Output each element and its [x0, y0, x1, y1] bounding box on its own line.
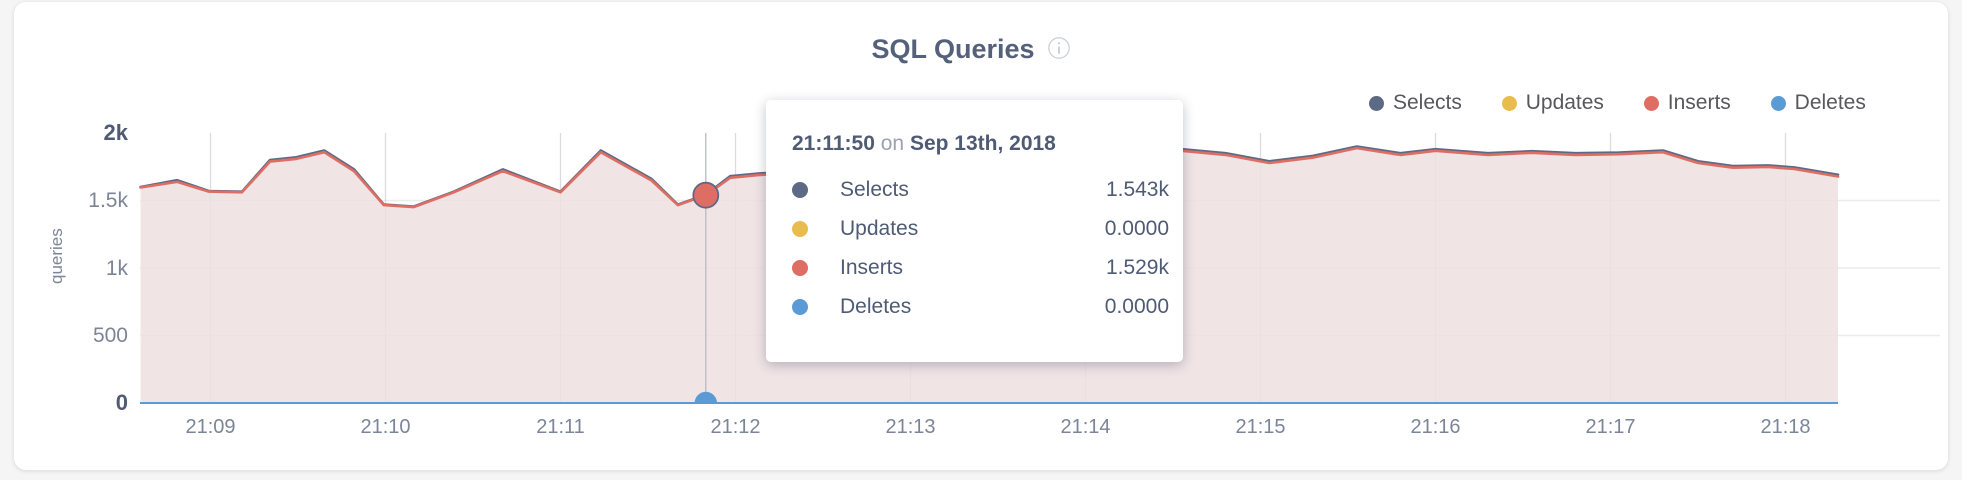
svg-text:21:14: 21:14	[1060, 416, 1110, 438]
svg-text:21:13: 21:13	[885, 416, 935, 438]
svg-text:21:16: 21:16	[1410, 416, 1460, 438]
svg-text:21:11: 21:11	[536, 416, 585, 438]
svg-text:21:09: 21:09	[185, 416, 235, 438]
svg-text:21:15: 21:15	[1235, 416, 1285, 438]
svg-text:21:18: 21:18	[1760, 416, 1810, 438]
svg-text:21:10: 21:10	[360, 416, 410, 438]
svg-text:1k: 1k	[106, 257, 129, 280]
svg-text:21:12: 21:12	[710, 416, 760, 438]
svg-text:500: 500	[93, 324, 128, 347]
svg-text:0: 0	[116, 390, 128, 415]
svg-text:2k: 2k	[104, 120, 129, 145]
svg-text:1.5k: 1.5k	[88, 189, 128, 212]
svg-text:21:17: 21:17	[1585, 416, 1635, 438]
